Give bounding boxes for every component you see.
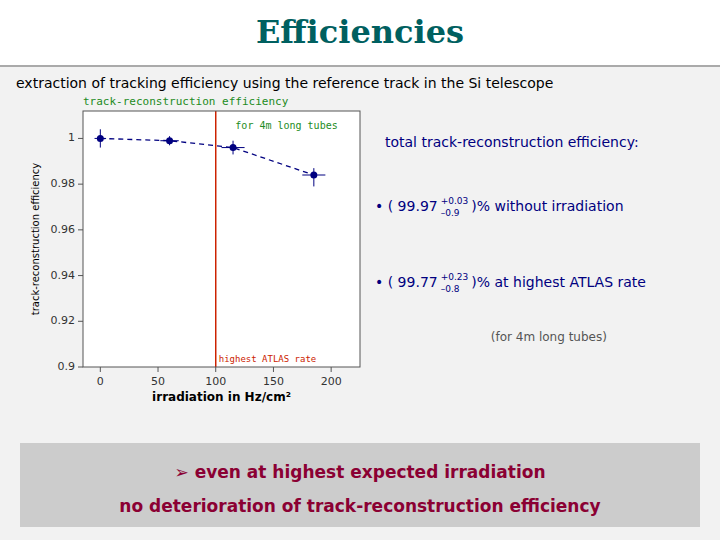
x-axis-label: irradiation in Hz/cm² — [152, 390, 291, 404]
y-tick-label: 0.9 — [58, 360, 76, 373]
title-separator — [0, 65, 720, 67]
y-tick — [78, 367, 83, 368]
x-tick — [100, 367, 101, 372]
reference-line-label: highest ATLAS rate — [219, 354, 317, 364]
x-tick-label: 100 — [205, 375, 226, 388]
title-bar — [0, 0, 720, 67]
x-tick-label: 200 — [321, 375, 342, 388]
x-tick — [331, 367, 332, 372]
note: (for 4m long tubes) — [491, 330, 607, 344]
x-tick — [273, 367, 274, 372]
info-suffix: )% without irradiation — [471, 198, 623, 214]
subtitle: extraction of tracking efficiency using … — [16, 75, 553, 91]
plot-title: track-reconstruction efficiency — [83, 95, 289, 108]
x-tick-label: 150 — [263, 375, 284, 388]
info-error-down: –0.9 — [441, 208, 460, 218]
axes: 0.9 0.92 0.94 0.96 0.98 1 0 50 100 150 200 irradiat… — [30, 131, 342, 404]
info-value: • ( 99.97 — [375, 198, 438, 214]
y-tick — [78, 321, 83, 322]
y-tick — [78, 229, 83, 230]
plot-frame — [83, 111, 360, 367]
x-tick-label: 50 — [151, 375, 165, 388]
data-point — [230, 144, 237, 151]
series-line — [100, 138, 314, 175]
data-layer — [95, 111, 326, 367]
y-tick — [78, 275, 83, 276]
x-tick — [158, 367, 159, 372]
y-tick-label: 0.96 — [51, 223, 76, 236]
title: Efficiencies — [256, 13, 464, 51]
x-tick-label: 0 — [97, 375, 104, 388]
info-error-down: –0.8 — [441, 284, 460, 294]
background — [0, 0, 720, 540]
reference-line — [215, 111, 217, 367]
y-tick — [78, 138, 83, 139]
info-error-up: +0.03 — [441, 196, 469, 206]
y-tick-label: 0.98 — [51, 177, 76, 190]
y-tick-label: 1 — [68, 131, 75, 144]
y-tick-label: 0.94 — [51, 269, 76, 282]
footer-text: no deterioration of track-reconstruction… — [119, 496, 600, 516]
footer-text: ➢ even at highest expected irradiation — [174, 462, 545, 482]
plot-background — [83, 111, 360, 367]
x-tick — [215, 367, 216, 372]
data-point — [166, 137, 173, 144]
y-axis-label: track-reconstruction efficiency — [30, 163, 41, 316]
footer-box — [20, 443, 700, 527]
page: Efficiencies extraction of tracking effic… — [0, 0, 720, 540]
y-tick — [78, 184, 83, 185]
y-tick-label: 0.92 — [51, 314, 76, 327]
info-title: total track-reconstruction efficiency: — [385, 134, 639, 150]
data-point — [310, 172, 317, 179]
info-error-up: +0.23 — [441, 272, 469, 282]
info-value: • ( 99.77 — [375, 274, 438, 290]
info-suffix: )% at highest ATLAS rate — [471, 274, 646, 290]
data-point — [97, 135, 104, 142]
annotation: for 4m long tubes — [235, 120, 337, 131]
